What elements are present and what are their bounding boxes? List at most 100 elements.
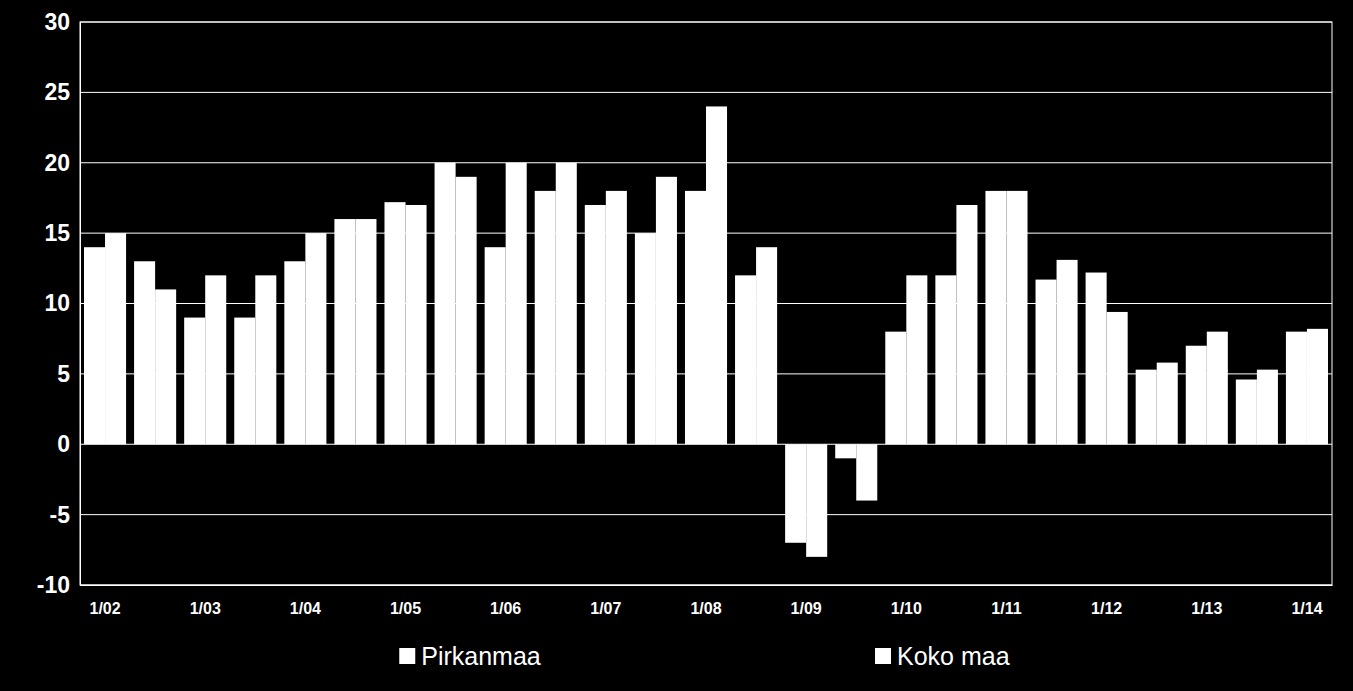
grid-line [80, 514, 1332, 515]
y-tick-label: 30 [44, 9, 70, 35]
x-tick: 1/03 [190, 585, 221, 617]
bar [985, 191, 1006, 444]
bar [906, 275, 927, 444]
bar [284, 261, 305, 444]
bar [1157, 363, 1178, 445]
x-tick-label: 1/09 [791, 600, 822, 617]
x-tick: 1/06 [490, 585, 521, 617]
x-tick-label: 1/11 [991, 600, 1021, 617]
x-tick-label: 1/10 [891, 600, 922, 617]
legend-swatch [399, 648, 415, 664]
x-tick: 1/09 [791, 585, 822, 617]
y-tick: -5 [50, 501, 80, 527]
legend-item: Koko maa [875, 642, 1010, 670]
bar [556, 163, 577, 445]
bar [1257, 370, 1278, 445]
y-tick: 15 [44, 220, 80, 246]
bar [305, 233, 326, 444]
x-tick-label: 1/06 [490, 600, 521, 617]
bar [84, 247, 105, 444]
x-tick: 1/14 [1291, 585, 1322, 617]
bar [535, 191, 556, 444]
bar [456, 177, 477, 444]
x-tick-label: 1/14 [1291, 600, 1322, 617]
bar [756, 247, 777, 444]
bar [1107, 312, 1128, 444]
bar [1036, 280, 1057, 445]
x-tick: 1/11 [991, 585, 1021, 617]
bar [384, 202, 405, 444]
x-tick: 1/07 [590, 585, 621, 617]
bar [935, 275, 956, 444]
legend-label: Pirkanmaa [421, 642, 541, 670]
bar [585, 205, 606, 444]
bar [1006, 191, 1027, 444]
x-tick: 1/05 [390, 585, 421, 617]
x-tick: 1/02 [89, 585, 120, 617]
y-tick: 5 [57, 361, 80, 387]
bar [606, 191, 627, 444]
bar [706, 106, 727, 444]
bar [1136, 370, 1157, 445]
bar-series [105, 106, 1328, 556]
bar [956, 205, 977, 444]
bar [735, 275, 756, 444]
bar [105, 233, 126, 444]
bar [685, 191, 706, 444]
x-tick: 1/12 [1091, 585, 1122, 617]
x-tick: 1/08 [690, 585, 721, 617]
y-tick: 0 [57, 431, 80, 457]
x-tick: 1/10 [891, 585, 922, 617]
y-axis: -10-5051015202530 [37, 9, 81, 598]
x-tick-label: 1/12 [1091, 600, 1122, 617]
legend-swatch [875, 648, 891, 664]
bar [1186, 346, 1207, 445]
bar [435, 163, 456, 445]
bar [506, 163, 527, 445]
bar [635, 233, 656, 444]
y-tick-label: -5 [50, 501, 71, 527]
bar [1286, 332, 1307, 445]
axis-line [80, 23, 81, 586]
bar [406, 205, 427, 444]
axis-line [81, 585, 1333, 586]
x-tick-label: 1/02 [89, 600, 120, 617]
bar [255, 275, 276, 444]
legend-item: Pirkanmaa [399, 642, 541, 670]
bar [806, 444, 827, 557]
bar [205, 275, 226, 444]
y-tick: 20 [44, 150, 80, 176]
legend-label: Koko maa [897, 642, 1010, 670]
bar [1207, 332, 1228, 445]
bar [856, 444, 877, 500]
x-tick-label: 1/03 [190, 600, 221, 617]
y-tick-label: 0 [57, 431, 70, 457]
bar [656, 177, 677, 444]
bar [885, 332, 906, 445]
bar [485, 247, 506, 444]
y-tick: -10 [37, 572, 80, 598]
x-axis: 1/02 1/03 1/04 1/05 1/06 1/07 1/08 1/09 1/10 1/11… [81, 585, 1333, 617]
x-tick: 1/13 [1191, 585, 1222, 617]
x-tick-label: 1/05 [390, 600, 421, 617]
x-tick-label: 1/04 [290, 600, 321, 617]
y-tick-label: 15 [44, 220, 70, 246]
y-tick-label: 5 [57, 361, 70, 387]
bar [1086, 273, 1107, 445]
bar [785, 444, 806, 543]
y-tick-label: 20 [44, 150, 70, 176]
bar [134, 261, 155, 444]
y-tick: 25 [44, 79, 80, 105]
bar [334, 219, 355, 444]
bars [84, 106, 1328, 556]
bar [1057, 260, 1078, 444]
bar [234, 318, 255, 445]
grid-line [80, 92, 1332, 93]
bar [355, 219, 376, 444]
bar [835, 444, 856, 458]
plot-frame [80, 22, 1332, 585]
y-tick-label: -10 [37, 572, 70, 598]
bar [1307, 329, 1328, 444]
legend: Pirkanmaa Koko maa [399, 642, 1009, 670]
bar-series [84, 163, 1307, 543]
